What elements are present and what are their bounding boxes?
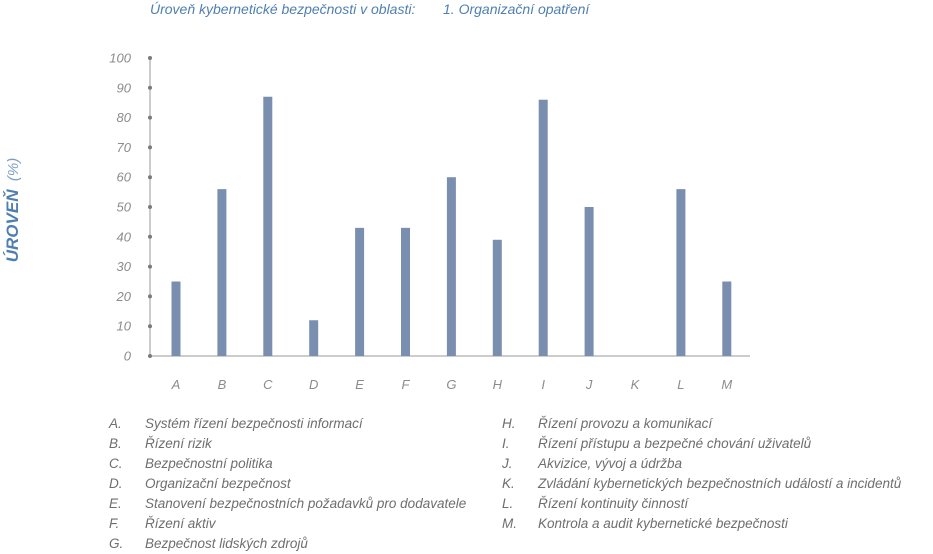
legend-item: J. Akvizice, vývoj a údržba (502, 454, 901, 474)
legend-item: L. Řízení kontinuity činností (502, 494, 901, 514)
x-tick-label: J (585, 377, 593, 392)
chart-subtitle: 1. Organizační opatření (443, 1, 591, 17)
legend-item: H. Řízení provozu a komunikací (502, 414, 901, 434)
y-tick-mark (148, 234, 152, 239)
x-tick-label: D (309, 377, 318, 392)
y-tick-mark (148, 205, 152, 209)
y-tick-mark (148, 56, 152, 60)
legend-item: G. Bezpečnost lidských zdrojů (109, 534, 466, 554)
x-tick-label: C (263, 377, 273, 392)
x-tick-label: B (218, 377, 227, 392)
legend-item: F. Řízení aktiv (109, 514, 466, 534)
legend-letter: F. (109, 516, 120, 531)
legend-letter: M. (502, 516, 517, 531)
y-tick-mark (148, 115, 152, 120)
legend-item: E. Stanovení bezpečnostních požadavků pro… (109, 494, 466, 514)
y-tick-mark (148, 85, 152, 90)
legend-letter: E. (109, 496, 122, 511)
y-tick-label: 30 (117, 259, 132, 274)
bar-a (171, 281, 181, 356)
legend-right-column: H. Řízení provozu a komunikací I. Řízení př… (502, 414, 901, 534)
bar-j (584, 207, 594, 356)
legend-item: I. Řízení přístupu a bezpečné chování uži… (502, 434, 901, 454)
bar-c (263, 96, 273, 357)
legend-label: Řízení přístupu a bezpečné chování uživa… (538, 436, 812, 451)
x-tick-label: G (446, 377, 456, 392)
x-tick-label: H (493, 377, 503, 392)
y-tick-mark (148, 145, 152, 150)
legend-label: Zvládání kybernetických bezpečnostních u… (538, 476, 902, 491)
y-tick-label: 100 (109, 51, 131, 66)
legend-item: D. Organizační bezpečnost (109, 474, 466, 494)
x-tick-label: L (677, 377, 684, 392)
legend-left-column: A. Systém řízení bezpečnosti informací B. Ř… (109, 414, 466, 554)
bar-g (446, 177, 456, 356)
y-ticks: 0 10 20 30 40 50 60 70 80 90 100 (109, 51, 152, 364)
legend-item: B. Řízení rizik (109, 434, 466, 454)
y-tick-mark (148, 264, 152, 269)
y-tick-mark (148, 324, 152, 329)
y-tick-label: 90 (117, 80, 132, 95)
legend-label: Systém řízení bezpečnosti informací (145, 416, 363, 431)
y-tick-mark (148, 354, 152, 358)
legend-label: Řízení rizik (145, 436, 212, 451)
y-tick-label: 40 (117, 229, 132, 244)
y-tick-label: 10 (117, 319, 132, 334)
legend-label: Kontrola a audit kybernetické bezpečnost… (538, 516, 788, 531)
legend-label: Akvizice, vývoj a údržba (538, 456, 683, 471)
legend-letter: A. (109, 416, 122, 431)
legend-label: Řízení aktiv (145, 516, 216, 531)
x-tick-label: K (631, 377, 641, 392)
y-tick-label: 50 (117, 200, 132, 215)
legend-item: A. Systém řízení bezpečnosti informací (109, 414, 466, 434)
x-tick-label: M (721, 377, 732, 392)
legend-item: K. Zvládání kybernetických bezpečnostních… (502, 474, 901, 494)
bar-f (401, 227, 410, 356)
bar-l (676, 189, 686, 356)
y-tick-label: 20 (116, 289, 132, 304)
legend-letter: I. (502, 436, 510, 451)
bar-h (492, 239, 502, 356)
legend-label: Řízení kontinuity činností (538, 496, 689, 511)
y-axis-label-main: ÚROVEŇ (3, 189, 22, 262)
bar-b (217, 189, 227, 356)
svg-text:ÚROVEŇ (%): ÚROVEŇ (%) (3, 158, 22, 263)
legend-letter: L. (502, 496, 514, 511)
x-tick-label: F (402, 377, 411, 392)
bars (171, 96, 732, 357)
y-tick-label: 0 (124, 349, 132, 364)
y-tick-mark (148, 175, 152, 180)
bar-m (722, 281, 732, 356)
legend-label: Stanovení bezpečnostních požadavků pro d… (145, 496, 467, 511)
legend-letter: K. (502, 476, 515, 491)
legend-label: Organizační bezpečnost (145, 476, 291, 491)
chart-title: Úroveň kybernetické bezpečnosti v oblast… (150, 1, 415, 17)
legend-item: C. Bezpečnostní politika (109, 454, 466, 474)
y-axis-label: ÚROVEŇ (%) (3, 158, 22, 263)
bar-e (355, 227, 365, 356)
y-tick-label: 80 (117, 110, 132, 125)
bar-d (309, 320, 319, 356)
y-tick-label: 70 (117, 140, 132, 155)
legend-letter: D. (109, 476, 123, 491)
legend-letter: G. (109, 536, 124, 551)
legend-letter: C. (109, 456, 123, 471)
x-tick-label: A (171, 377, 181, 392)
y-tick-label: 60 (117, 170, 132, 185)
x-tick-label: E (355, 377, 364, 392)
legend-item: M. Kontrola a audit kybernetické bezpečno… (502, 514, 901, 534)
bar-i (538, 99, 548, 356)
y-axis-label-unit: (%) (5, 158, 22, 181)
legend-label: Řízení provozu a komunikací (538, 416, 713, 431)
x-ticks: A B C D E F G H I J K L M (171, 377, 733, 392)
legend-label: Bezpečnostní politika (145, 456, 273, 471)
x-tick-label: I (541, 377, 545, 392)
legend-label: Bezpečnost lidských zdrojů (145, 536, 308, 551)
legend-letter: H. (502, 416, 516, 431)
y-tick-mark (148, 294, 152, 299)
legend-letter: J. (502, 456, 513, 471)
legend-letter: B. (109, 436, 122, 451)
